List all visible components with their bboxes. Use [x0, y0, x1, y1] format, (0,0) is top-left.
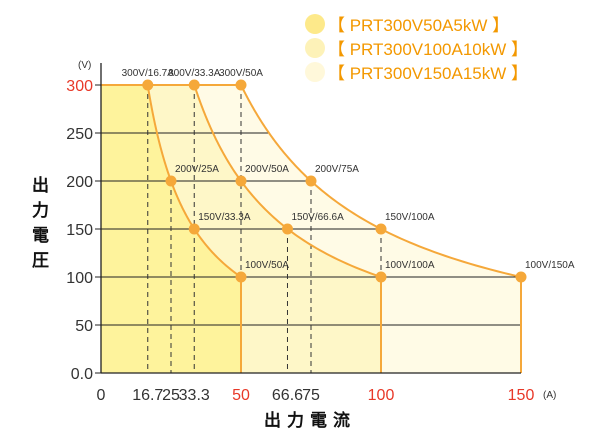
y-tick-label: 100 [66, 270, 93, 287]
data-point-label: 150V/33.3A [198, 212, 251, 223]
y-tick-label: 150 [66, 222, 93, 239]
legend-label: 【 PRT300V50A5kW 】 [328, 16, 509, 35]
y-tick-label: 50 [75, 318, 93, 335]
data-point [165, 175, 177, 187]
data-point [515, 271, 527, 283]
legend-swatch [305, 14, 325, 34]
legend-label: 【 PRT300V100A10kW 】 [328, 40, 528, 59]
data-point-label: 300V/16.7A [122, 68, 175, 79]
data-point-label: 100V/50A [245, 260, 289, 271]
y-unit: (V) [78, 60, 91, 71]
data-point-label: 100V/150A [525, 260, 575, 271]
x-tick-label: 0 [97, 387, 106, 404]
x-tick-label: 25 [162, 387, 180, 404]
data-point-label: 100V/100A [385, 260, 435, 271]
data-point-label: 200V/25A [175, 164, 219, 175]
data-point [305, 175, 317, 187]
y-tick-label: 250 [66, 126, 93, 143]
y-tick-label: 300 [66, 78, 93, 95]
x-tick-label: 33.3 [179, 387, 210, 404]
data-point [188, 79, 200, 91]
data-point [235, 271, 247, 283]
data-point [281, 223, 293, 235]
legend-swatch [305, 62, 325, 82]
data-point [188, 223, 200, 235]
data-point [375, 223, 387, 235]
data-point [375, 271, 387, 283]
x-tick-label: 100 [368, 387, 395, 404]
x-axis-label: 出力電流 [264, 410, 356, 431]
data-point [142, 79, 154, 91]
data-point-label: 200V/50A [245, 164, 289, 175]
y-tick-label: 200 [66, 174, 93, 191]
x-unit: (A) [543, 390, 556, 401]
data-point [235, 175, 247, 187]
x-tick-label: 16.7 [132, 387, 163, 404]
data-point [235, 79, 247, 91]
legend-swatch [305, 38, 325, 58]
x-tick-label: 50 [232, 387, 250, 404]
data-point-label: 300V/33.3A [168, 68, 221, 79]
legend-label: 【 PRT300V150A15kW 】 [328, 64, 528, 83]
data-point-label: 150V/66.6A [291, 212, 344, 223]
y-axis-label: 出力電圧 [28, 176, 48, 276]
data-point-label: 150V/100A [385, 212, 435, 223]
x-tick-label: 66.6 [272, 387, 303, 404]
y-tick-label: 0.0 [71, 366, 93, 383]
data-point-label: 200V/75A [315, 164, 359, 175]
data-point-label: 300V/50A [219, 68, 263, 79]
x-tick-label: 75 [302, 387, 320, 404]
x-tick-label: 150 [508, 387, 535, 404]
